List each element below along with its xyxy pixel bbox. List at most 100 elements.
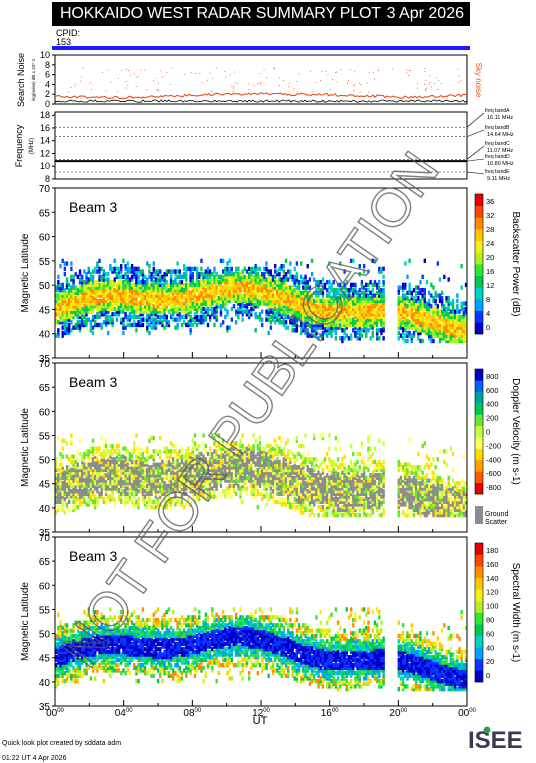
scatter-cell	[354, 288, 357, 293]
scatter-cell	[267, 454, 270, 459]
scatter-cell	[243, 470, 247, 475]
scatter-cell	[85, 451, 88, 457]
scatter-cell	[154, 280, 158, 285]
scatter-cell	[154, 473, 158, 478]
scatter-cell	[241, 282, 244, 288]
scatter-cell	[360, 290, 364, 296]
scatter-cell	[89, 473, 93, 478]
scatter-cell	[154, 475, 158, 481]
freq-band-leader	[466, 129, 485, 137]
scatter-cell	[265, 277, 268, 282]
noise-point	[458, 75, 460, 77]
scatter-cell	[423, 290, 426, 296]
scatter-cell	[397, 301, 400, 306]
scatter-cell	[423, 330, 426, 336]
scatter-cell	[458, 325, 461, 330]
scatter-cell	[98, 306, 101, 312]
scatter-cell	[404, 317, 407, 322]
scatter-cell	[174, 494, 177, 499]
scatter-cell	[271, 465, 275, 470]
scatter-cell	[232, 272, 236, 277]
scatter-cell	[263, 481, 266, 486]
scatter-cell	[341, 306, 344, 312]
scatter-cell	[404, 285, 407, 290]
scatter-cell	[156, 462, 160, 467]
scatter-cell	[202, 320, 205, 325]
scatter-cell	[102, 306, 106, 312]
scatter-cell	[341, 290, 344, 296]
scatter-cell	[276, 269, 279, 274]
scatter-cell	[94, 499, 97, 504]
scatter-cell	[287, 314, 290, 320]
scatter-cell	[146, 301, 149, 306]
scatter-cell	[89, 320, 93, 325]
noise-point	[82, 67, 84, 69]
scatter-cell	[126, 261, 129, 266]
scatter-cell	[102, 443, 106, 449]
colorbar-label: Backscatter Power (dB)	[510, 211, 521, 316]
scatter-cell	[282, 470, 286, 475]
scatter-cell	[449, 301, 453, 306]
scatter-cell	[169, 314, 173, 320]
scatter-cell	[206, 478, 210, 483]
scatter-cell	[189, 277, 192, 282]
scatter-cell	[130, 314, 134, 320]
scatter-cell	[252, 486, 255, 491]
scatter-cell	[276, 470, 279, 475]
scatter-cell	[297, 312, 301, 317]
scatter-cell	[417, 336, 420, 341]
scatter-cell	[120, 274, 123, 280]
scatter-cell	[85, 285, 88, 290]
scatter-cell	[133, 462, 136, 467]
scatter-cell	[291, 285, 294, 290]
scatter-cell	[310, 325, 314, 330]
noise-point	[232, 87, 234, 89]
scatter-cell	[215, 433, 218, 438]
scatter-cell	[234, 446, 238, 451]
noise-point	[160, 70, 162, 72]
scatter-cell	[126, 306, 129, 312]
scatter-cell	[271, 457, 275, 462]
scatter-cell	[89, 298, 93, 304]
scatter-cell	[319, 320, 322, 325]
scatter-cell	[156, 467, 160, 473]
scatter-cell	[382, 296, 385, 301]
scatter-cell	[215, 288, 218, 293]
scatter-cell	[161, 282, 164, 288]
scatter-cell	[213, 285, 216, 290]
scatter-cell	[250, 285, 253, 290]
scatter-cell	[293, 301, 296, 306]
scatter-cell	[76, 325, 80, 330]
scatter-cell	[57, 296, 60, 301]
scatter-cell	[182, 454, 186, 459]
scatter-cell	[94, 459, 97, 465]
scatter-cell	[445, 322, 448, 328]
scatter-cell	[169, 462, 173, 467]
scatter-cell	[269, 465, 273, 470]
scatter-cell	[169, 296, 173, 301]
scatter-cell	[358, 320, 361, 325]
scatter-cell	[94, 494, 97, 499]
scatter-cell	[430, 282, 433, 288]
scatter-cell	[239, 470, 242, 475]
scatter-cell	[434, 325, 437, 330]
scatter-cell	[76, 298, 80, 304]
scatter-cell	[237, 309, 240, 314]
scatter-cell	[72, 494, 75, 499]
scatter-cell	[102, 312, 106, 317]
scatter-cell	[206, 322, 210, 328]
scatter-cell	[83, 465, 86, 470]
scatter-cell	[343, 322, 346, 328]
scatter-cell	[232, 462, 236, 467]
noise-point	[117, 90, 119, 92]
noise-point	[424, 83, 425, 85]
scatter-cell	[156, 288, 160, 293]
scatter-cell	[107, 309, 110, 314]
scatter-cell	[250, 451, 253, 457]
scatter-cell	[104, 298, 108, 304]
scatter-cell	[254, 282, 257, 288]
scatter-cell	[163, 290, 166, 296]
scatter-cell	[369, 306, 372, 312]
scatter-cell	[195, 306, 199, 312]
scatter-cell	[87, 290, 90, 296]
